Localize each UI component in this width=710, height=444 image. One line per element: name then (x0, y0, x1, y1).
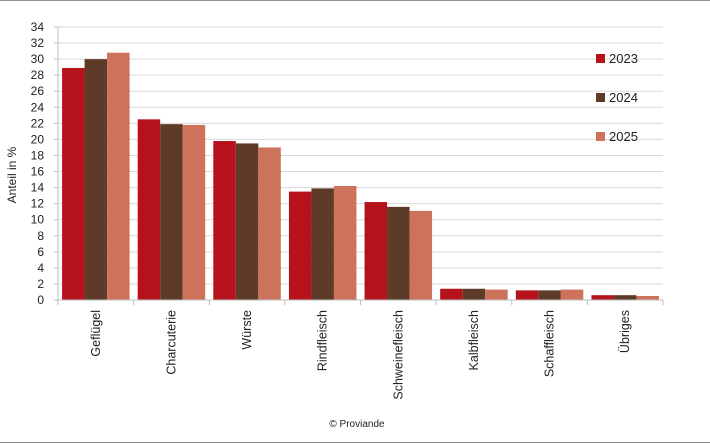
legend: 2023 2024 2025 (596, 51, 638, 144)
bar-2023-4 (288, 191, 312, 300)
bar-2025-5 (409, 210, 433, 300)
bar-2024-2 (160, 124, 183, 300)
credit-text: © Proviande (329, 419, 385, 430)
bar-2024-7 (538, 290, 561, 300)
bar-2025-8 (636, 295, 659, 300)
x-axis-categories: Geflügel Charcuterie Würste Rindfleisch Schw… (89, 310, 632, 400)
x-category-label: Schaffleisch (543, 310, 557, 377)
y-tick-label: 10 (31, 213, 45, 227)
y-tick-label: 8 (37, 229, 44, 243)
legend-label: 2025 (609, 129, 638, 144)
legend-swatch-2024 (596, 93, 605, 102)
y-tick-label: 0 (37, 293, 44, 307)
x-category-label: Kalbfleisch (467, 310, 481, 370)
x-category-label: Schweinefleisch (391, 310, 405, 400)
legend-label: 2023 (609, 51, 638, 66)
legend-swatch-2023 (596, 54, 605, 63)
bar-2023-2 (137, 119, 161, 301)
bar-2025-6 (485, 289, 508, 300)
bar-2023-3 (213, 141, 236, 300)
bar-2023-6 (440, 288, 463, 300)
y-tick-label: 14 (31, 181, 45, 195)
y-tick-label: 24 (31, 100, 45, 114)
y-tick-label: 26 (31, 84, 45, 98)
x-category-label: Rindfleisch (316, 310, 330, 371)
y-tick-label: 32 (31, 36, 45, 50)
y-axis-label: Anteil in % (5, 146, 19, 203)
y-tick-label: 30 (31, 52, 45, 66)
bar-2023-8 (591, 295, 614, 300)
y-tick-label: 28 (31, 68, 45, 82)
bar-2024-6 (462, 288, 486, 300)
y-tick-label: 2 (37, 277, 44, 291)
bar-2025-4 (333, 185, 357, 300)
bars (62, 52, 659, 301)
bar-2025-3 (258, 147, 281, 300)
bar-2025-2 (182, 124, 206, 300)
x-category-label: Übriges (618, 310, 632, 353)
y-tick-label: 6 (37, 245, 44, 259)
bar-2023-1 (62, 67, 85, 300)
y-tick-label: 20 (31, 132, 45, 146)
y-tick-label: 16 (31, 165, 45, 179)
y-tick-label: 12 (31, 197, 45, 211)
legend-label: 2024 (609, 90, 638, 105)
bar-2023-7 (515, 290, 539, 300)
y-tick-label: 18 (31, 148, 45, 162)
bar-2025-1 (107, 52, 130, 300)
x-category-label: Geflügel (89, 310, 103, 357)
bar-2024-1 (84, 59, 108, 300)
y-tick-label: 4 (37, 261, 44, 275)
bar-2023-5 (364, 202, 388, 300)
axes (54, 26, 664, 305)
legend-swatch-2025 (596, 132, 605, 141)
y-tick-label: 34 (31, 20, 45, 34)
bar-2024-5 (387, 206, 410, 300)
bar-2025-7 (560, 289, 584, 300)
x-category-label: Charcuterie (164, 310, 178, 375)
bar-2024-4 (311, 188, 334, 300)
x-category-label: Würste (240, 310, 254, 350)
bar-2024-8 (613, 295, 637, 300)
bar-2024-3 (235, 143, 259, 300)
y-tick-label: 22 (31, 116, 45, 130)
